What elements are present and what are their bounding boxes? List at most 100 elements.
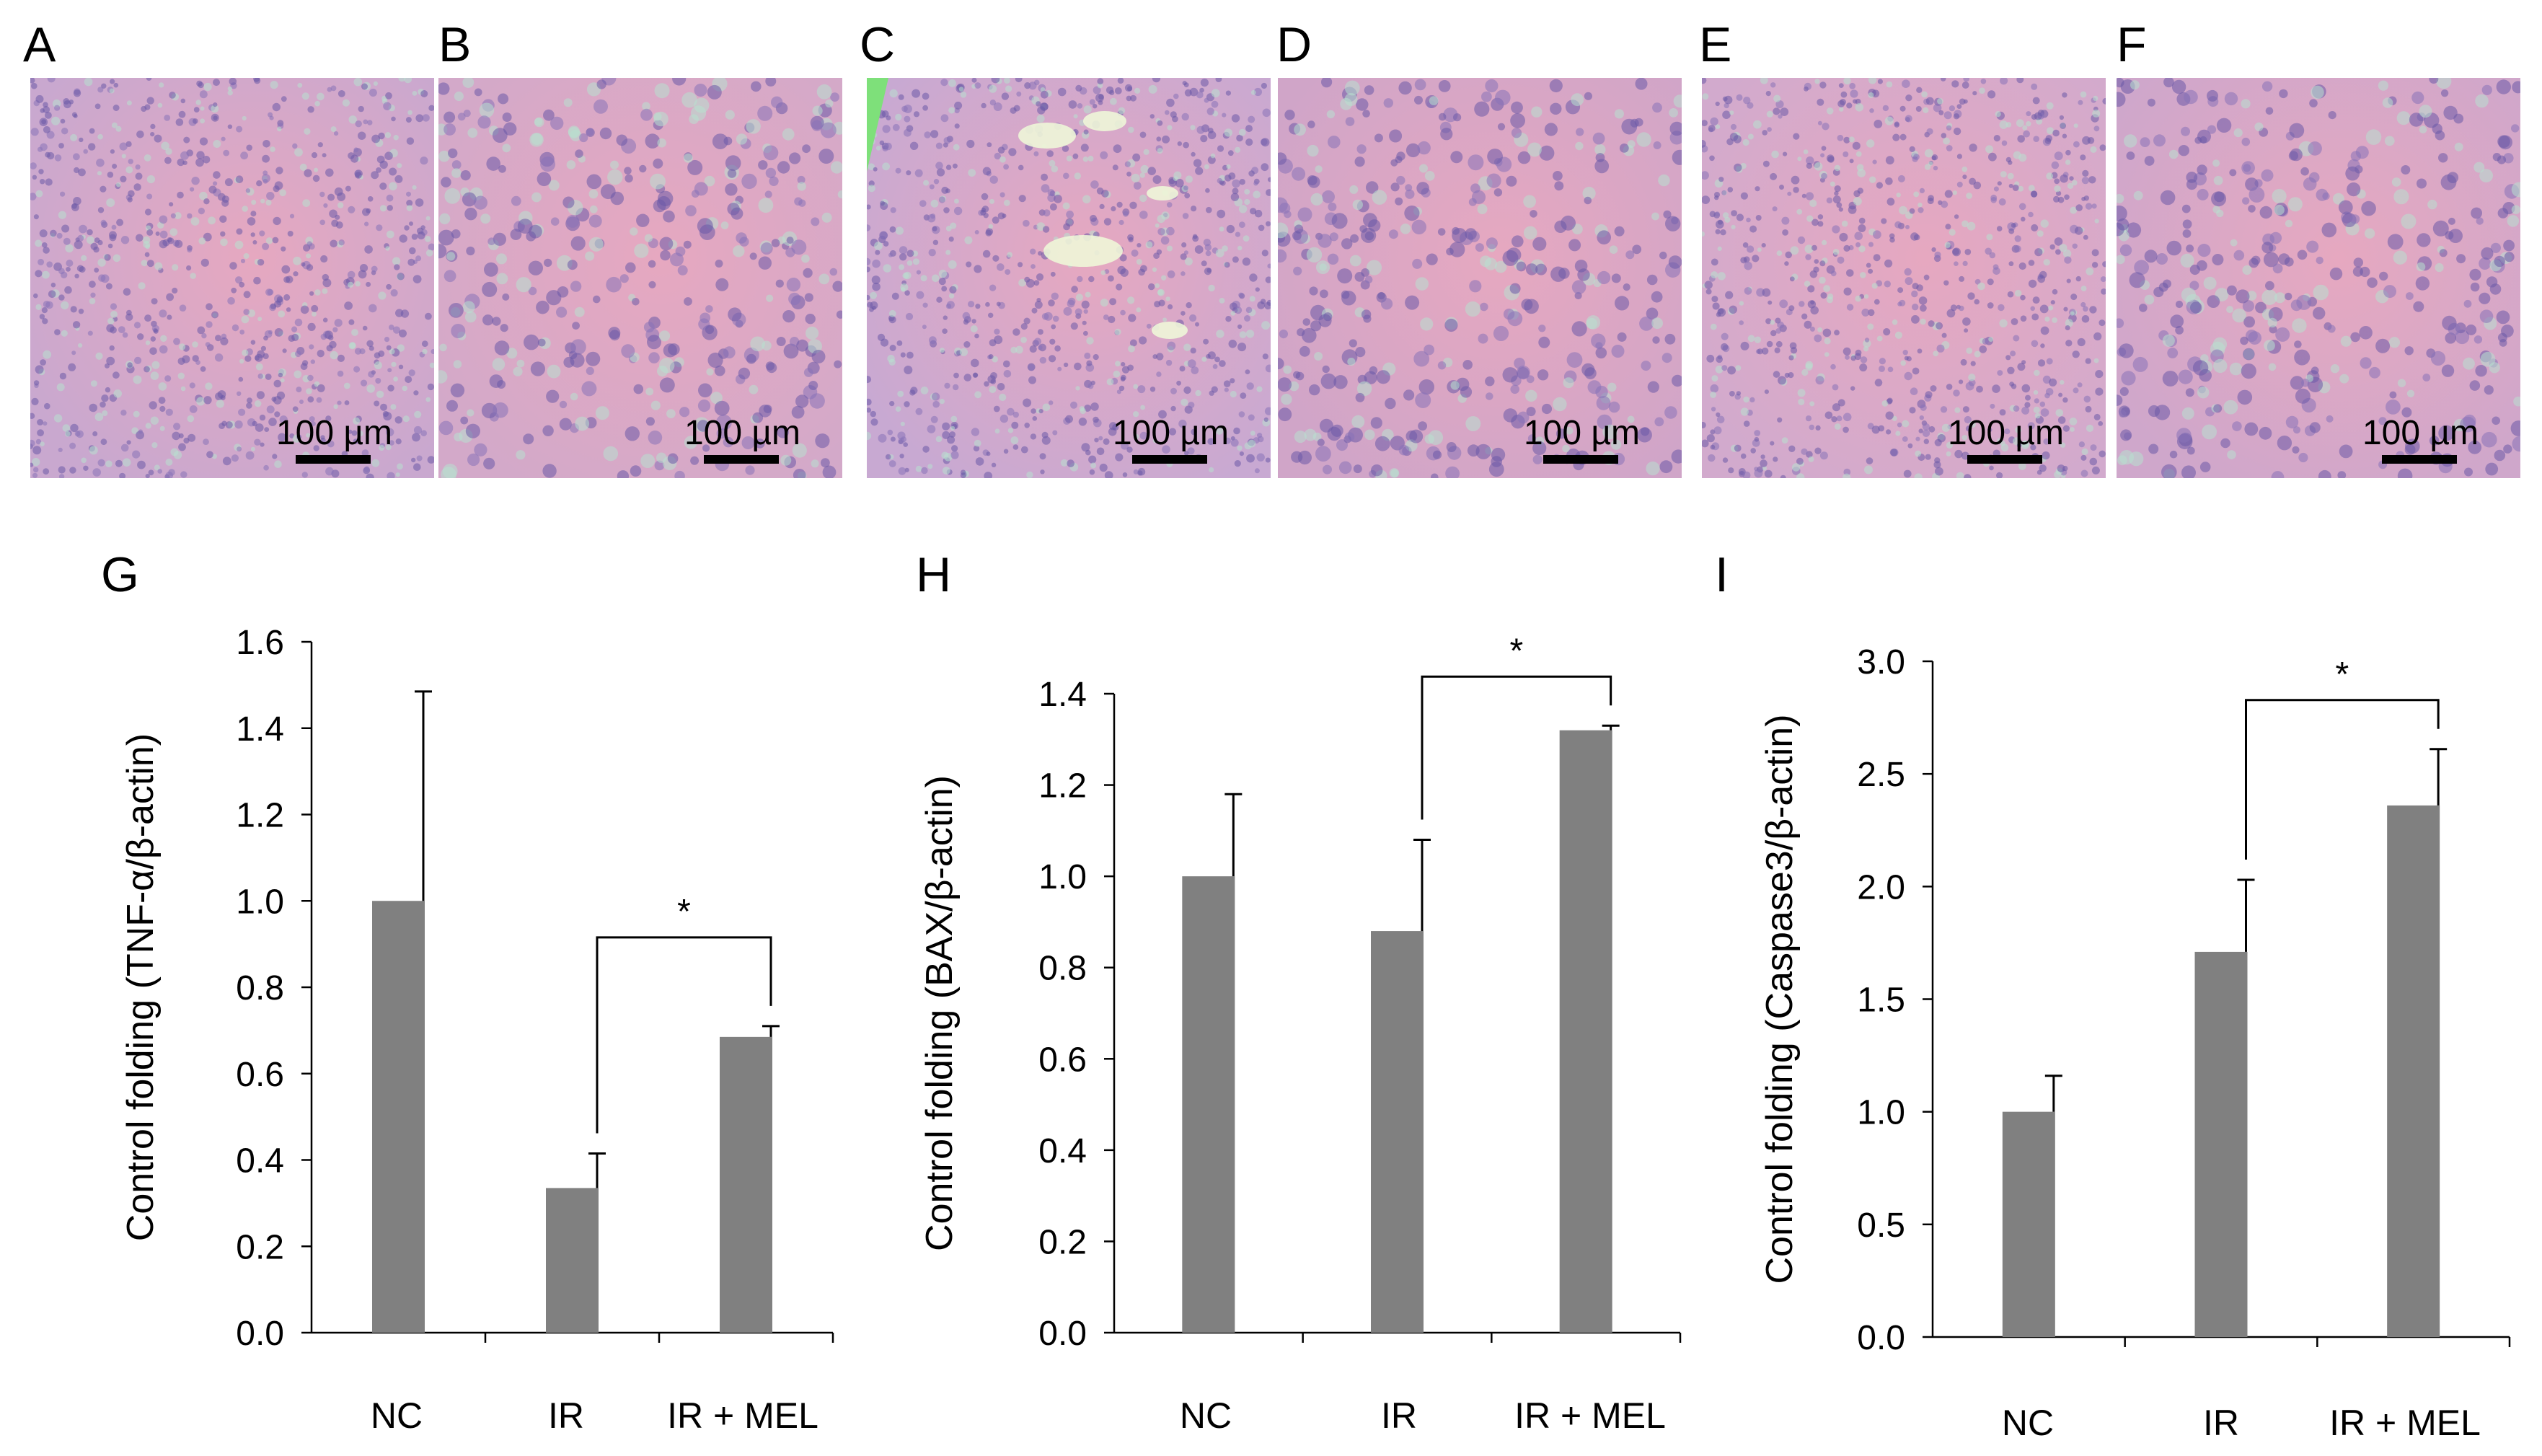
cell-nucleus bbox=[234, 420, 243, 429]
cell-nucleus bbox=[1646, 307, 1659, 320]
cell-nucleus bbox=[1894, 122, 1900, 128]
cell-nucleus bbox=[167, 314, 172, 320]
cell-nucleus bbox=[1592, 132, 1605, 145]
cell-nucleus bbox=[650, 173, 666, 190]
cell-nucleus bbox=[393, 376, 398, 381]
cell-nucleus bbox=[2078, 100, 2083, 105]
cell-nucleus bbox=[1112, 164, 1118, 171]
cell-nucleus bbox=[960, 469, 966, 475]
cell-nucleus bbox=[943, 137, 951, 144]
cell-nucleus bbox=[1167, 270, 1175, 278]
cell-nucleus bbox=[2496, 310, 2510, 325]
cell-nucleus bbox=[964, 236, 973, 244]
cell-nucleus bbox=[2197, 188, 2209, 200]
cell-nucleus bbox=[874, 242, 883, 250]
cell-nucleus bbox=[943, 207, 950, 213]
cell-nucleus bbox=[2349, 214, 2360, 224]
cell-nucleus bbox=[474, 88, 482, 97]
cell-nucleus bbox=[2093, 125, 2100, 132]
cell-nucleus bbox=[2080, 454, 2087, 461]
cell-nucleus bbox=[77, 234, 84, 242]
cell-nucleus bbox=[666, 409, 676, 418]
cell-nucleus bbox=[2199, 369, 2212, 382]
cell-nucleus bbox=[1030, 433, 1037, 440]
cell-nucleus bbox=[1672, 374, 1682, 387]
cell-nucleus bbox=[1743, 420, 1750, 427]
cell-nucleus bbox=[1179, 366, 1186, 372]
cell-nucleus bbox=[1023, 398, 1032, 407]
cell-nucleus bbox=[1281, 394, 1292, 405]
cell-nucleus bbox=[1184, 193, 1191, 199]
cell-nucleus bbox=[973, 445, 980, 451]
cell-nucleus bbox=[932, 239, 939, 245]
cell-nucleus bbox=[379, 182, 387, 190]
cell-nucleus bbox=[2039, 464, 2047, 472]
cell-nucleus bbox=[1959, 98, 1966, 105]
cell-nucleus bbox=[492, 128, 508, 143]
cell-nucleus bbox=[337, 90, 345, 97]
cell-nucleus bbox=[374, 361, 382, 370]
cell-nucleus bbox=[1848, 136, 1855, 143]
cell-nucleus bbox=[1321, 78, 1333, 88]
cell-nucleus bbox=[398, 364, 404, 369]
cell-nucleus bbox=[1837, 100, 1845, 107]
cell-nucleus bbox=[625, 174, 633, 183]
cell-nucleus bbox=[175, 239, 183, 248]
cell-nucleus bbox=[989, 339, 997, 347]
cell-nucleus bbox=[1354, 156, 1365, 167]
cell-nucleus bbox=[397, 344, 405, 352]
cell-nucleus bbox=[411, 457, 416, 463]
cell-nucleus bbox=[1949, 229, 1956, 236]
cell-nucleus bbox=[1900, 360, 1906, 366]
cell-nucleus bbox=[2056, 190, 2062, 196]
cell-nucleus bbox=[1774, 347, 1780, 353]
cell-nucleus bbox=[427, 456, 434, 464]
cell-nucleus bbox=[250, 340, 256, 345]
cell-nucleus bbox=[2054, 471, 2062, 478]
cell-nucleus bbox=[766, 294, 774, 302]
cell-nucleus bbox=[366, 473, 374, 478]
cell-nucleus bbox=[2212, 337, 2228, 352]
cell-nucleus bbox=[250, 232, 255, 237]
cell-nucleus bbox=[76, 265, 84, 272]
cell-nucleus bbox=[2054, 151, 2063, 161]
cell-nucleus bbox=[1765, 91, 1771, 97]
cell-nucleus bbox=[1278, 197, 1288, 213]
cell-nucleus bbox=[1938, 110, 1944, 115]
cell-nucleus bbox=[48, 290, 56, 299]
panel-letter: G bbox=[101, 547, 139, 602]
cell-nucleus bbox=[337, 192, 346, 201]
cell-nucleus bbox=[1889, 233, 1895, 239]
cell-nucleus bbox=[1565, 426, 1574, 435]
cell-nucleus bbox=[1811, 244, 1817, 251]
cell-nucleus bbox=[797, 175, 806, 184]
cell-nucleus bbox=[1806, 451, 1813, 458]
cell-nucleus bbox=[165, 458, 173, 466]
cell-nucleus bbox=[279, 189, 287, 197]
cell-nucleus bbox=[1854, 231, 1863, 240]
category-label: IR bbox=[548, 1395, 584, 1436]
cell-nucleus bbox=[158, 397, 166, 404]
cell-nucleus bbox=[2117, 206, 2127, 221]
cell-nucleus bbox=[1486, 392, 1493, 400]
cell-nucleus bbox=[1842, 473, 1851, 478]
cell-nucleus bbox=[151, 298, 158, 305]
cell-nucleus bbox=[1235, 231, 1240, 237]
scale-label: 100 µm bbox=[1523, 414, 1640, 452]
cell-nucleus bbox=[763, 405, 772, 413]
cell-nucleus bbox=[2036, 469, 2042, 475]
cell-nucleus bbox=[1610, 439, 1622, 450]
cell-nucleus bbox=[1884, 259, 1893, 268]
cell-nucleus bbox=[2243, 348, 2255, 361]
cell-nucleus bbox=[1731, 224, 1736, 229]
cell-nucleus bbox=[54, 105, 61, 111]
cell-nucleus bbox=[2181, 126, 2190, 136]
cell-nucleus bbox=[154, 134, 162, 143]
cell-nucleus bbox=[1133, 384, 1139, 389]
cell-nucleus bbox=[1731, 210, 1737, 216]
cell-nucleus bbox=[1718, 177, 1724, 182]
tissue-background bbox=[30, 78, 434, 478]
cell-nucleus bbox=[1897, 422, 1902, 428]
cell-nucleus bbox=[2275, 327, 2290, 342]
cell-nucleus bbox=[1168, 428, 1177, 436]
